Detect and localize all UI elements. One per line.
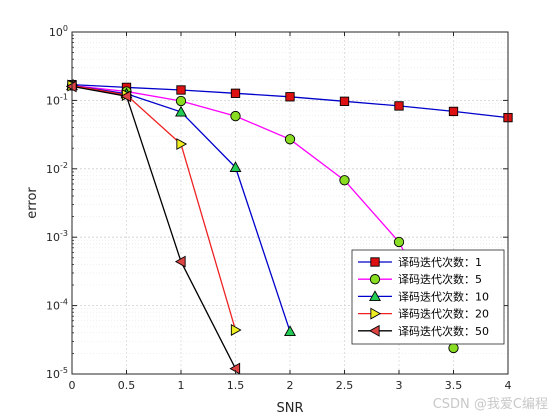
series-3-point [229, 161, 242, 172]
legend-marker [370, 307, 382, 320]
x-tick-label: 1 [178, 379, 185, 392]
legend-label: 译码迭代次数：10 [398, 289, 489, 303]
y-tick-label: 10-1 [46, 92, 68, 107]
series-2-point [284, 134, 296, 145]
series-line-2 [71, 84, 455, 349]
y-tick-label: 10-2 [46, 161, 68, 176]
x-tick-label: 2 [287, 379, 294, 392]
x-tick-label: 3.5 [445, 379, 463, 392]
x-axis-label: SNR [276, 401, 303, 416]
series-5 [65, 80, 241, 375]
series-2-point [448, 342, 459, 354]
series-layer [65, 79, 513, 375]
y-tick-label: 10-5 [46, 366, 68, 381]
y-tick-label: 10-3 [46, 229, 68, 244]
series-5-point [120, 90, 132, 103]
legend-entry: 译码迭代次数：20 [358, 307, 489, 321]
series-1-point [448, 106, 459, 117]
series-line-4 [71, 84, 237, 331]
series-2-point [393, 236, 405, 248]
series-1-point [394, 101, 404, 111]
series-5-point [65, 80, 77, 93]
legend: 译码迭代次数：1 译码迭代次数：5 译码迭代次数：10 译码迭代次数：20 译码迭代次数… [351, 249, 505, 345]
series-2-point [175, 95, 187, 107]
series-3-point [175, 105, 187, 117]
legend-entry: 译码迭代次数：50 [358, 324, 489, 338]
x-tick-label: 0 [69, 379, 76, 392]
tick-layer: 0 0.5 1 1.5 2 2.5 3 3.5 4 10-5 10-4 10-3 10-2 10-1 100 [46, 24, 511, 392]
series-2-point [339, 175, 350, 186]
series-3-point [284, 325, 296, 336]
legend-label: 译码迭代次数：50 [398, 324, 489, 338]
series-1-point [339, 96, 350, 106]
y-tick-label: 10-4 [46, 298, 68, 313]
series-4-point [176, 138, 188, 151]
legend-entry: 译码迭代次数：5 [358, 272, 482, 286]
legend-entry: 译码迭代次数：1 [358, 255, 482, 269]
series-2-point [230, 110, 241, 122]
series-1-point [176, 85, 186, 95]
legend-label: 译码迭代次数：5 [398, 272, 482, 286]
x-tick-label: 0.5 [118, 379, 136, 392]
legend-marker [369, 274, 381, 285]
series-1-point [230, 88, 241, 98]
legend-label: 译码迭代次数：20 [398, 307, 489, 321]
series-4-point [230, 324, 242, 336]
x-tick-label: 2.5 [336, 379, 354, 392]
legend-marker [370, 257, 380, 267]
y-axis-label: error [25, 187, 40, 219]
watermark-text: CSDN @我爱C编程 [433, 397, 548, 412]
y-tick-label: 100 [49, 24, 68, 39]
legend-marker [369, 290, 381, 302]
legend-label: 译码迭代次数：1 [398, 255, 482, 269]
series-5-point [229, 362, 241, 375]
series-5-point [174, 255, 186, 268]
x-tick-label: 1.5 [227, 379, 245, 392]
legend-entry: 译码迭代次数：10 [358, 289, 489, 303]
x-tick-label: 4 [505, 379, 512, 392]
series-line-5 [71, 85, 237, 369]
series-1-point [285, 92, 295, 102]
legend-marker [368, 324, 380, 337]
x-tick-label: 3 [396, 379, 403, 392]
